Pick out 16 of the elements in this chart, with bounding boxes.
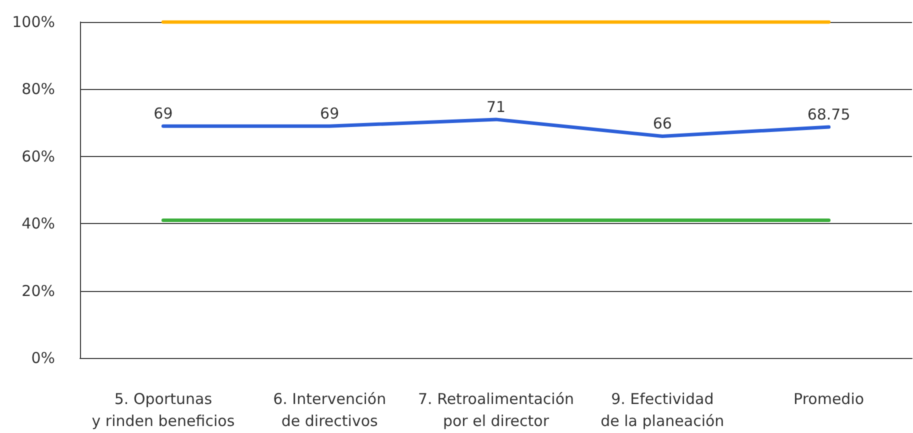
x-tick-label: 5. Oportunas y rinden beneficios bbox=[92, 390, 235, 430]
y-tick-label: 40% bbox=[22, 214, 55, 233]
data-label: 68.75 bbox=[807, 106, 850, 124]
y-tick-label: 20% bbox=[22, 282, 55, 300]
x-tick-label: 6. Intervención de directivos bbox=[273, 390, 386, 430]
x-tick-label: Promedio bbox=[794, 390, 864, 408]
y-tick-label: 100% bbox=[12, 13, 55, 31]
y-tick-label: 60% bbox=[22, 147, 55, 166]
x-tick-label: 7. Retroalimentación por el director bbox=[418, 390, 574, 430]
data-label: 69 bbox=[320, 104, 340, 123]
y-tick-label: 0% bbox=[31, 349, 55, 367]
x-tick-label: 9. Efectividad de la planeación bbox=[600, 390, 724, 430]
data-label: 71 bbox=[486, 98, 506, 116]
data-label: 66 bbox=[652, 114, 672, 133]
y-tick-label: 80% bbox=[22, 80, 55, 98]
data-label: 69 bbox=[154, 104, 173, 123]
